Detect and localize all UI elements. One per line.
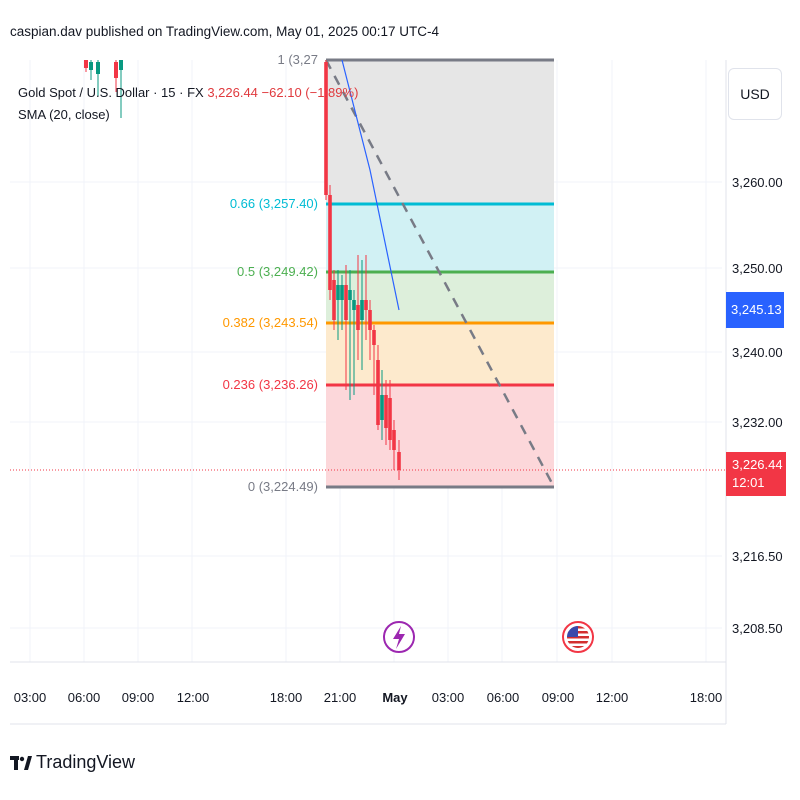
candle-body [324,62,328,195]
last-price: 3,226.44 [207,85,258,100]
candle-body [368,310,372,330]
publish-header: caspian.dav published on TradingView.com… [10,24,440,39]
candle-body [360,300,364,320]
candle [119,60,123,70]
fib-label-05: 0.5 (3,249.42) [237,264,318,279]
candle-body [356,305,360,330]
tradingview-logo-icon [10,755,32,770]
sma-price-tag: 3,245.13 [726,292,784,328]
price-tick: 3,260.00 [732,175,783,190]
chart-legend[interactable]: Gold Spot / U.S. Dollar · 15 · FX 3,226.… [18,82,358,126]
candles [324,60,401,480]
symbol-name: Gold Spot / U.S. Dollar · 15 · FX [18,85,204,100]
time-tick: 09:00 [122,690,155,705]
us-flag-event-icon[interactable] [562,621,594,653]
time-tick: 06:00 [487,690,520,705]
candle-body [372,330,376,345]
price-tick: 3,216.50 [732,549,783,564]
price-tick: 3,208.50 [732,621,783,636]
price-tick: 3,232.00 [732,415,783,430]
time-tick: 18:00 [690,690,723,705]
price-axis[interactable]: 3,260.00 3,250.00 3,240.00 3,232.00 3,21… [732,175,783,636]
candle-body [336,285,340,300]
symbol-line: Gold Spot / U.S. Dollar · 15 · FX 3,226.… [18,82,358,104]
bar-countdown: 12:01 [732,475,765,490]
candle-body [340,285,344,300]
fib-zone-05-0382 [326,272,554,323]
time-tick: May [382,690,408,705]
fib-zone-0236-0 [326,385,554,487]
time-tick: 21:00 [324,690,357,705]
candle [89,62,93,70]
fib-label-0236: 0.236 (3,236.26) [222,377,318,392]
fib-label-0382: 0.382 (3,243.54) [222,315,318,330]
time-tick: 03:00 [432,690,465,705]
fib-label-066: 0.66 (3,257.40) [229,196,318,211]
price-change: −62.10 (−1.89%) [261,85,359,100]
price-tick: 3,240.00 [732,345,783,360]
last-price-value: 3,226.44 [732,457,783,472]
candle-body [328,195,332,290]
candle [96,62,100,74]
time-tick: 18:00 [270,690,303,705]
tradingview-logo[interactable]: TradingView [10,752,135,773]
candle-body [392,430,396,450]
candle-body [388,398,392,440]
fib-zone-0382-0236 [326,323,554,385]
time-tick: 12:00 [596,690,629,705]
price-tick: 3,250.00 [732,261,783,276]
candle-body [376,360,380,425]
candle-body [352,300,356,310]
candle [84,60,88,68]
indicator-line[interactable]: SMA (20, close) [18,107,110,122]
candle-body [384,395,388,428]
candle [114,62,118,78]
candle-body [344,285,348,320]
candle-body [332,280,336,320]
fib-trend-line [324,59,556,488]
candle-body [397,452,401,470]
time-tick: 03:00 [14,690,47,705]
candle-body [364,300,368,310]
time-axis[interactable]: 03:00 06:00 09:00 12:00 18:00 21:00 May … [14,690,723,705]
last-price-tag: 3,226.44 12:01 [726,452,786,496]
fib-label-0: 0 (3,224.49) [247,479,318,494]
candle-body [380,395,384,420]
brand-name: TradingView [36,752,136,772]
lightning-event-icon[interactable] [383,621,415,653]
candle-body [348,290,352,300]
time-tick: 12:00 [177,690,210,705]
sma-line [341,59,400,311]
time-tick: 06:00 [68,690,101,705]
fib-label-1: 1 (3,27 [277,52,318,67]
fibonacci-retracement[interactable] [324,58,556,489]
fib-zone-066-05 [326,204,554,272]
early-candles [84,60,123,118]
time-tick: 09:00 [542,690,575,705]
currency-button[interactable]: USD [728,68,782,120]
